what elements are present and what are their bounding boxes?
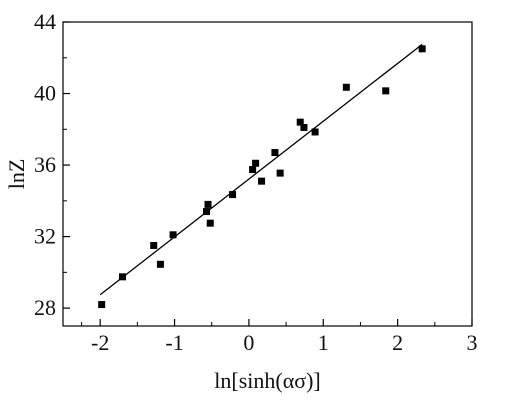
data-point [150, 242, 158, 250]
data-point [98, 301, 106, 309]
data-point [118, 273, 126, 281]
data-point [271, 149, 279, 157]
plot-frame [62, 21, 473, 327]
data-point [276, 169, 284, 177]
x-tick-label: 1 [318, 330, 329, 355]
data-point [252, 159, 260, 167]
x-tick-label: 3 [467, 330, 478, 355]
data-point [169, 231, 177, 239]
data-point [249, 166, 257, 174]
plot-area [62, 21, 473, 327]
x-tick-label: 0 [243, 330, 254, 355]
data-point [311, 128, 319, 136]
data-point [258, 177, 266, 185]
data-point [342, 83, 350, 91]
y-tick-label: 40 [34, 81, 56, 106]
data-point [300, 124, 308, 132]
data-point [203, 208, 211, 216]
axis-ticks: -2 -1 0 1 2 3 28 32 36 40 44 [34, 9, 478, 355]
data-point [418, 45, 426, 53]
y-tick-label: 44 [34, 9, 56, 34]
x-tick-label: -1 [165, 330, 183, 355]
y-tick-label: 28 [34, 295, 56, 320]
x-axis-label: ln[sinh(ασ)] [214, 368, 320, 393]
fit-line [99, 43, 423, 296]
data-point [206, 219, 214, 227]
y-axis-label: lnZ [4, 159, 29, 190]
data-point [296, 118, 304, 126]
data-points [98, 45, 426, 309]
y-tick-label: 32 [34, 224, 56, 249]
data-point [382, 87, 390, 95]
data-point [204, 200, 212, 208]
x-tick-label: -2 [91, 330, 109, 355]
y-tick-label: 36 [34, 152, 56, 177]
x-tick-label: 2 [392, 330, 403, 355]
fit-line-group [99, 43, 423, 296]
data-point [229, 191, 237, 199]
data-point [156, 260, 164, 268]
